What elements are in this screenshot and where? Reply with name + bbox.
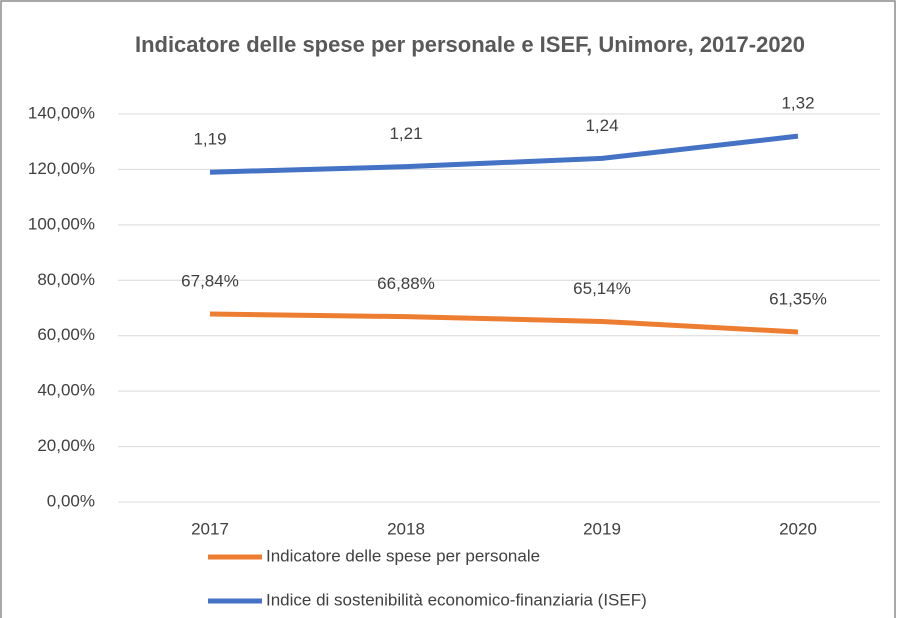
x-tick-label: 2020 — [779, 519, 817, 538]
x-tick-label: 2018 — [387, 519, 425, 538]
y-tick-label: 100,00% — [28, 214, 95, 233]
data-label: 61,35% — [769, 289, 827, 308]
y-tick-label: 60,00% — [37, 325, 95, 344]
legend-label: Indice di sostenibilità economico-finanz… — [266, 590, 647, 609]
legend-label: Indicatore delle spese per personale — [266, 546, 540, 565]
y-tick-label: 20,00% — [37, 436, 95, 455]
chart-title: Indicatore delle spese per personale e I… — [134, 32, 806, 57]
data-label: 1,21 — [389, 124, 422, 143]
data-label: 1,24 — [585, 116, 618, 135]
line-series — [209, 133, 799, 175]
y-tick-label: 80,00% — [37, 270, 95, 289]
line-series — [209, 311, 799, 335]
x-tick-label: 2017 — [191, 519, 229, 538]
y-tick-label: 140,00% — [28, 103, 95, 122]
data-label: 65,14% — [573, 279, 631, 298]
data-label: 1,32 — [781, 94, 814, 113]
data-label: 67,84% — [181, 271, 239, 290]
x-tick-label: 2019 — [583, 519, 621, 538]
data-label: 66,88% — [377, 274, 435, 293]
y-tick-label: 40,00% — [37, 381, 95, 400]
y-tick-label: 0,00% — [47, 491, 95, 510]
data-label: 1,19 — [193, 130, 226, 149]
y-tick-label: 120,00% — [28, 159, 95, 178]
